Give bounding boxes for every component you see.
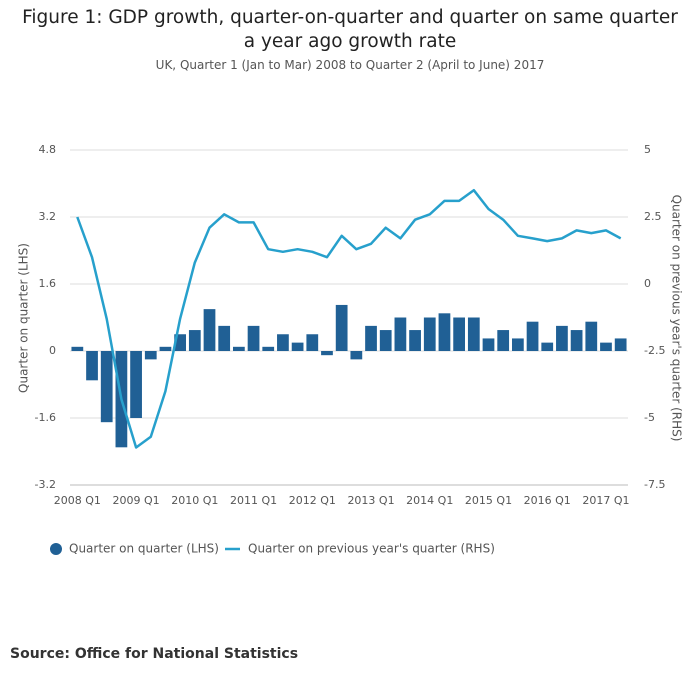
x-tick-label: 2017 Q1 [582,494,629,507]
x-tick-label: 2014 Q1 [406,494,453,507]
y-axis-label: Quarter on quarter (LHS) [17,243,31,393]
y-tick-label: 3.2 [39,210,57,223]
bar [556,325,568,351]
bar [511,338,524,351]
bar [277,334,289,351]
line [76,188,622,449]
bar [291,342,304,351]
bar [232,346,245,351]
y2-tick-label: -5 [644,411,655,424]
y-tick-label: 4.8 [39,143,57,156]
x-tick-label: 2015 Q1 [465,494,512,507]
y2-axis-label: Quarter on previous year's quarter (RHS) [670,195,684,442]
bar [144,351,157,360]
x-tick-label: 2010 Q1 [171,494,218,507]
y-tick-label: -3.2 [35,478,56,491]
bar [203,309,216,351]
y2-tick-label: 0 [644,277,651,290]
bar [71,346,84,351]
bar [409,330,421,351]
bar [541,342,554,351]
bar [86,351,98,381]
x-tick-label: 2009 Q1 [113,494,160,507]
legend-label: Quarter on quarter (LHS) [69,542,219,556]
y2-tick-label: -2.5 [644,344,665,357]
bar [423,317,436,351]
bar [321,351,333,356]
bar [453,317,466,351]
source: Source: Office for National Statistics [10,646,299,662]
bar [174,334,187,351]
y-tick-label: -1.6 [35,411,56,424]
legend-label: Quarter on previous year's quarter (RHS) [248,542,495,556]
bar [438,313,451,351]
chart-subtitle: UK, Quarter 1 (Jan to Mar) 2008 to Quart… [155,58,545,72]
bar [570,330,583,351]
bar [335,304,348,351]
y-tick-label: 0 [49,344,56,357]
bar [585,321,598,351]
bar [247,325,260,351]
bar [394,317,407,351]
legend-item: Quarter on previous year's quarter (RHS) [225,542,495,556]
bar [262,346,275,351]
bar [600,342,612,351]
x-tick-label: 2011 Q1 [230,494,277,507]
bar [467,317,480,351]
bar [100,351,113,423]
x-tick-label: 2008 Q1 [54,494,101,507]
chart-title: Figure 1: GDP growth, quarter-on-quarter… [22,7,678,52]
bar [188,330,201,351]
bar [614,338,627,351]
bar [379,330,392,351]
bar [130,351,142,418]
y2-tick-label: 5 [644,143,651,156]
y-tick-label: 1.6 [39,277,57,290]
y2-tick-label: -7.5 [644,478,665,491]
legend-item: Quarter on quarter (LHS) [50,542,219,556]
bar [365,325,377,351]
x-tick-label: 2012 Q1 [289,494,336,507]
bar [350,351,363,360]
y2-tick-label: 2.5 [644,210,662,223]
bar [526,321,539,351]
bar [497,330,510,351]
bar [159,346,172,351]
x-tick-label: 2013 Q1 [347,494,394,507]
legend-swatch [50,543,62,555]
bar [482,338,495,351]
bar [306,334,319,351]
bar [218,325,231,351]
x-tick-label: 2016 Q1 [524,494,571,507]
